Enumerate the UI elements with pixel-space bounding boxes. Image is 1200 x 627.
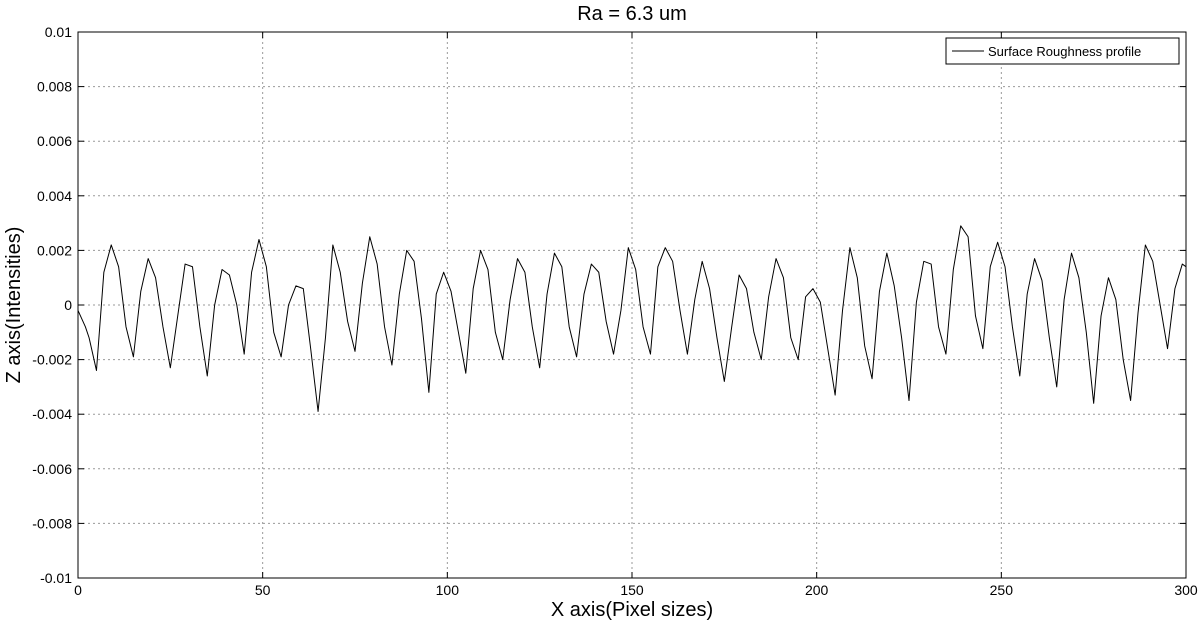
x-tick-label: 250 <box>990 582 1014 598</box>
series-layer <box>78 225 1186 412</box>
y-tick-label: -0.008 <box>32 515 72 531</box>
y-tick-label: -0.01 <box>40 570 72 586</box>
x-tick-label: 150 <box>620 582 644 598</box>
x-tick-label: 50 <box>255 582 271 598</box>
y-tick-label: 0 <box>64 297 72 313</box>
y-axis-label: Z axis(Intensities) <box>3 227 25 384</box>
y-tick-label: -0.006 <box>32 461 72 477</box>
y-tick-label: 0.002 <box>37 242 72 258</box>
x-tick-label: 0 <box>74 582 82 598</box>
legend-box <box>945 37 1180 65</box>
y-tick-label: 0.004 <box>37 188 72 204</box>
x-tick-label: 200 <box>805 582 829 598</box>
y-tick-label: 0.006 <box>37 133 72 149</box>
x-axis-label: X axis(Pixel sizes) <box>551 599 713 621</box>
y-tick-label: 0.01 <box>45 24 72 40</box>
x-tick-label: 100 <box>436 582 460 598</box>
series-line <box>78 225 1186 412</box>
grid-lines <box>78 32 1186 578</box>
axis-ticks: 0 50 100 150 200 250 300 -0.01 -0.008 -0.006 -0.00… <box>32 24 1198 598</box>
y-tick-label: -0.002 <box>32 352 72 368</box>
legend: Surface Roughness profile <box>945 37 1180 65</box>
y-tick-label: 0.008 <box>37 79 72 95</box>
x-tick-label: 300 <box>1174 582 1198 598</box>
y-tick-label: -0.004 <box>32 406 72 422</box>
chart-title: Ra = 6.3 um <box>577 3 687 25</box>
legend-label: Surface Roughness profile <box>988 44 1141 59</box>
